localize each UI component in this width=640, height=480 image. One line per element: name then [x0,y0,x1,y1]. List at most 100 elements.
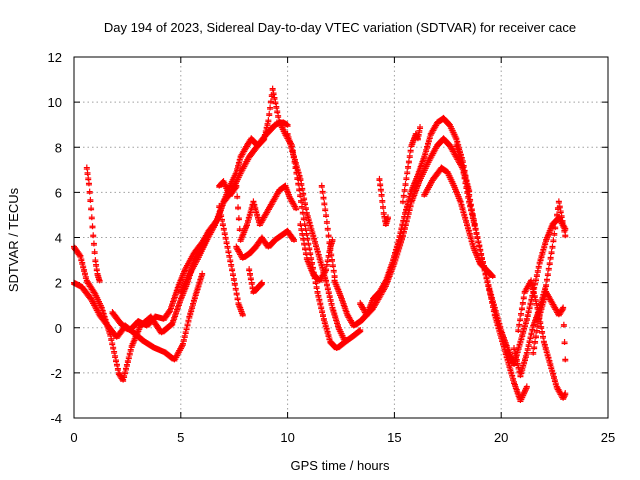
y-tick-label: 2 [55,276,62,291]
data-point [300,235,307,242]
series-track-6 [216,178,300,243]
data-point [297,220,304,227]
axis-ticks: 0 5 10 15 20 25 -4 -2 0 2 4 6 8 10 12 [48,50,616,445]
data-point [380,209,387,216]
data-point [402,180,409,187]
y-tick-label: -4 [50,411,62,426]
data-point [301,240,308,247]
data-point [324,225,331,232]
data-point [319,188,326,195]
data-point [234,193,241,200]
data-point [405,163,412,170]
y-tick-label: -2 [50,366,62,381]
data-point [89,223,96,230]
series-track-19 [504,214,569,367]
data-point [380,203,387,210]
series-track-15 [376,175,391,227]
data-point [219,220,226,227]
y-tick-label: 10 [48,95,62,110]
data-point [379,197,386,204]
data-point [88,214,95,221]
data-point [301,245,308,252]
series-track-7 [216,202,246,318]
data-point [323,211,330,218]
data-point [377,186,384,193]
series-track-18 [453,141,530,403]
data-point [86,188,93,195]
series-track-9 [246,266,265,295]
data-point [298,180,305,187]
grid-lines [74,57,608,418]
data-point [220,225,227,232]
series-track-21 [515,277,569,401]
data-point [401,186,408,193]
data-point [549,243,556,250]
data-point [85,175,92,182]
x-tick-label: 15 [387,430,401,445]
data-point [405,158,412,165]
data-point [296,186,303,193]
data-point [235,215,242,222]
x-tick-label: 10 [280,430,294,445]
data-point [84,169,91,176]
series-track-12 [318,182,338,279]
chart-title: Day 194 of 2023, Sidereal Day-to-day VTE… [104,20,576,35]
data-point [221,229,228,236]
y-tick-label: 6 [55,185,62,200]
y-tick-label: 12 [48,50,62,65]
data-point [322,206,329,213]
data-point [406,152,413,159]
data-point [318,182,325,189]
data-point [90,240,97,247]
x-axis-label: GPS time / hours [291,458,390,473]
data-point [400,192,407,199]
data-point [87,196,94,203]
series-track-3 [83,164,103,284]
data-point [407,147,414,154]
data-point [299,230,306,237]
data-point [323,218,330,225]
data-point [320,194,327,201]
series-track-5 [177,85,349,352]
data-point [224,243,231,250]
x-tick-label: 20 [494,430,508,445]
data-points [71,85,569,403]
data-point [91,248,98,255]
plot-frame [73,56,609,419]
series-track-22 [530,288,569,363]
data-point [555,198,562,205]
series-track-16 [399,123,424,205]
data-point [302,204,309,211]
data-point [222,234,229,241]
series-track-14 [357,135,473,318]
data-point [85,180,92,187]
data-point [223,239,230,246]
data-point [235,204,242,211]
data-point [302,249,309,256]
data-point [303,209,310,216]
data-point [83,164,90,171]
data-point [88,205,95,212]
data-point [376,175,383,182]
data-point [378,191,385,198]
y-axis-label: SDTVAR / TECUs [6,187,21,292]
data-point [321,200,328,207]
data-point [548,249,555,256]
x-tick-label: 5 [177,430,184,445]
series-track-8 [233,227,298,261]
data-point [562,232,569,239]
data-point [551,230,558,237]
data-point [250,198,257,205]
data-point [404,169,411,176]
data-point [377,181,384,188]
x-tick-label: 0 [70,430,77,445]
data-point [90,232,97,239]
series-track-4 [109,119,291,334]
data-point [403,174,410,181]
x-tick-label: 25 [601,430,615,445]
y-tick-label: 0 [55,321,62,336]
data-point [298,225,305,232]
y-tick-label: 8 [55,140,62,155]
data-point [225,248,232,255]
